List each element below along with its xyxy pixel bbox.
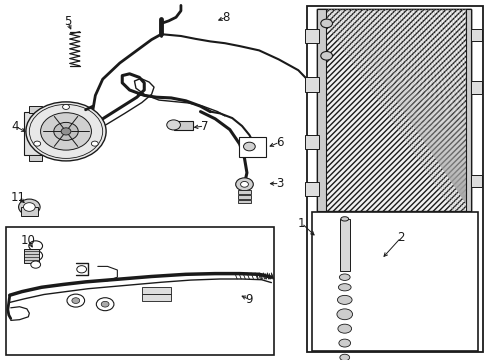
Bar — [316, 9, 470, 211]
Bar — [237, 195, 251, 199]
Bar — [304, 135, 319, 149]
Circle shape — [61, 128, 71, 135]
Circle shape — [54, 122, 78, 140]
Bar — [24, 112, 56, 155]
Ellipse shape — [339, 354, 349, 360]
Bar — [237, 200, 251, 203]
Ellipse shape — [336, 309, 352, 320]
Bar — [470, 81, 481, 94]
Bar — [465, 9, 470, 211]
Text: 6: 6 — [275, 136, 283, 149]
Bar — [142, 287, 171, 294]
Text: 4: 4 — [11, 120, 19, 132]
Circle shape — [166, 120, 180, 130]
Bar — [29, 106, 41, 113]
Bar — [173, 121, 193, 130]
Circle shape — [240, 181, 248, 187]
Circle shape — [19, 199, 40, 215]
Circle shape — [26, 102, 106, 161]
Ellipse shape — [340, 217, 348, 221]
Circle shape — [31, 261, 41, 268]
Circle shape — [96, 298, 114, 311]
Bar — [316, 9, 470, 211]
Ellipse shape — [338, 284, 350, 291]
Bar — [316, 9, 325, 211]
Circle shape — [62, 104, 69, 109]
Circle shape — [243, 142, 255, 151]
Text: 9: 9 — [245, 293, 253, 306]
Circle shape — [320, 51, 332, 60]
Text: 2: 2 — [396, 231, 404, 244]
Circle shape — [29, 104, 102, 158]
Circle shape — [29, 241, 42, 251]
Circle shape — [29, 251, 42, 261]
Bar — [24, 249, 39, 263]
Text: 3: 3 — [275, 177, 283, 190]
Circle shape — [72, 298, 80, 303]
Circle shape — [320, 19, 332, 28]
Circle shape — [91, 141, 98, 146]
Bar — [306, 6, 482, 352]
Circle shape — [77, 266, 86, 273]
Circle shape — [101, 301, 109, 307]
Bar — [470, 29, 481, 41]
Text: 11: 11 — [11, 191, 26, 204]
Bar — [142, 294, 171, 301]
Bar — [304, 182, 319, 196]
Text: 5: 5 — [63, 15, 71, 28]
Bar — [304, 29, 319, 43]
Text: 10: 10 — [21, 234, 36, 247]
Circle shape — [235, 178, 253, 191]
Circle shape — [23, 203, 35, 211]
Circle shape — [41, 113, 91, 150]
Bar — [238, 137, 265, 157]
Text: 1: 1 — [297, 217, 305, 230]
Circle shape — [67, 294, 84, 307]
Bar — [237, 190, 251, 194]
Bar — [6, 227, 273, 355]
Bar — [20, 207, 38, 216]
Ellipse shape — [337, 295, 351, 304]
Bar — [311, 212, 477, 351]
Ellipse shape — [337, 324, 351, 333]
Bar — [304, 77, 319, 92]
Bar — [470, 175, 481, 187]
Bar — [339, 219, 349, 271]
Ellipse shape — [339, 274, 349, 280]
Text: 7: 7 — [200, 120, 208, 132]
Bar — [29, 155, 41, 161]
Circle shape — [34, 141, 41, 146]
Text: 8: 8 — [222, 11, 229, 24]
Ellipse shape — [338, 339, 350, 347]
